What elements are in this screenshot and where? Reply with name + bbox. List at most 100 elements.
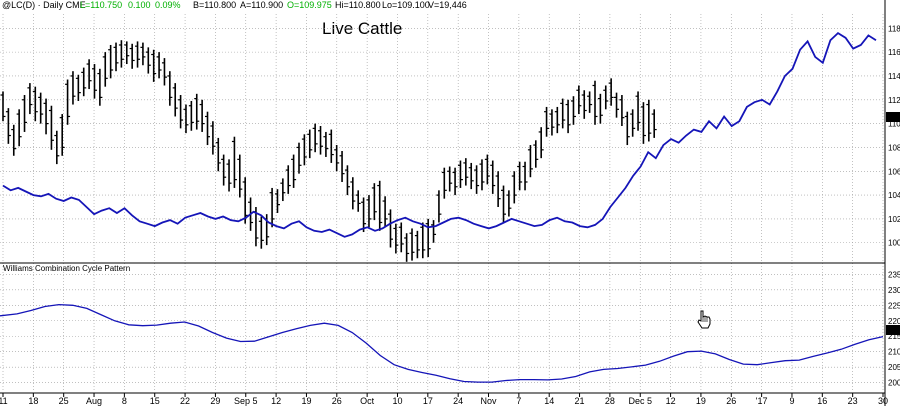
last-indicator-marker: 214	[886, 325, 900, 335]
ohlc-bar	[587, 91, 593, 113]
x-tick-label: 12	[271, 396, 281, 406]
x-tick-label: Sep 5	[234, 396, 258, 406]
ohlc-bar	[614, 92, 620, 118]
x-tick-label: 18	[28, 396, 38, 406]
ohlc-bar	[366, 195, 372, 228]
ohlc-bar	[269, 187, 275, 228]
ohlc-bar	[619, 95, 625, 126]
x-tick-label: 11	[0, 396, 8, 406]
ohlc-bar	[398, 222, 404, 253]
ohlc-bar	[646, 99, 652, 142]
x-tick-label: '17	[756, 396, 768, 406]
ohlc-bar	[597, 93, 603, 124]
x-tick-label: 19	[301, 396, 311, 406]
ohlc-bar	[328, 129, 334, 163]
ohlc-bar	[511, 171, 517, 204]
indicator-axis-ticks: 235 230 225 220 215 210 205 200	[888, 270, 900, 387]
indicator-tick-label: 215	[888, 332, 900, 341]
ohlc-bar	[231, 136, 237, 188]
ohlc-bar	[468, 162, 474, 190]
x-tick-label: Dec 5	[628, 396, 652, 406]
ohlc-bar	[242, 177, 248, 224]
ohlc-bar	[549, 109, 555, 136]
ohlc-bar	[484, 154, 490, 185]
x-tick-label: 25	[59, 396, 69, 406]
ohlc-bar	[635, 91, 641, 131]
ohlc-bar	[194, 93, 200, 130]
ohlc-bar	[527, 145, 533, 178]
ohlc-bar	[409, 228, 415, 261]
ohlc-bar	[27, 83, 33, 115]
price-tick-label: 116	[888, 48, 900, 57]
ohlc-bar	[237, 154, 243, 198]
ohlc-bar	[339, 151, 345, 182]
ohlc-bar	[463, 158, 469, 186]
header-change: 0.100	[128, 0, 151, 10]
header-last: L=110.750	[80, 0, 122, 10]
ohlc-bar	[258, 216, 264, 249]
x-tick-label: 23	[848, 396, 858, 406]
ohlc-bar	[43, 98, 49, 135]
overlay-series-line	[2, 31, 877, 238]
ohlc-bar	[118, 40, 124, 68]
x-tick-label: 9	[789, 396, 794, 406]
price-grid	[0, 14, 885, 392]
ohlc-bar	[296, 142, 302, 174]
ohlc-bar	[377, 180, 383, 231]
ohlc-bar	[75, 74, 81, 101]
ohlc-bar	[274, 189, 280, 213]
ohlc-bar	[474, 165, 480, 194]
x-tick-label: 7	[516, 396, 521, 406]
price-tick-label: 108	[888, 143, 900, 152]
hand-cursor-icon	[697, 310, 711, 329]
ohlc-bar	[479, 159, 485, 191]
ohlc-bar	[65, 79, 71, 125]
ohlc-bar	[318, 125, 324, 155]
ohlc-bar	[457, 160, 463, 188]
indicator-tick-label: 200	[888, 379, 900, 388]
ohlc-bar	[420, 222, 426, 259]
ohlc-bar	[533, 140, 539, 168]
price-tick-label: 114	[888, 72, 900, 81]
header-bid: B=110.800	[193, 0, 236, 10]
ohlc-bar	[544, 106, 550, 137]
ohlc-bar	[387, 209, 393, 248]
ohlc-bar	[145, 47, 151, 74]
ohlc-bar	[414, 230, 420, 259]
ohlc-bar	[651, 109, 657, 138]
ohlc-bar	[81, 67, 87, 97]
ohlc-bar	[307, 129, 313, 159]
ohlc-bar	[108, 44, 114, 79]
header-high: Hi=110.800	[335, 0, 381, 10]
indicator-tick-label: 230	[888, 286, 900, 295]
ohlc-bar	[452, 167, 458, 196]
ohlc-bar	[124, 41, 130, 65]
header-open: O=109.975	[287, 0, 332, 10]
ohlc-bar	[490, 160, 496, 194]
ohlc-bar	[630, 109, 636, 137]
ohlc-bar	[323, 131, 329, 157]
ohlc-bar	[570, 96, 576, 125]
price-axis-ticks: 118 116 114 112 110 108 106 104 102 100	[888, 24, 900, 247]
x-tick-label: 16	[817, 396, 827, 406]
ohlc-bar	[97, 68, 103, 106]
ohlc-bar	[86, 59, 92, 90]
ohlc-bar	[640, 102, 646, 144]
ohlc-bar	[205, 111, 211, 146]
last-indicator-label: 214	[888, 326, 900, 335]
ohlc-bar	[32, 86, 38, 122]
indicator-title: Williams Combination Cycle Pattern	[3, 264, 130, 273]
price-tick-label: 102	[888, 215, 900, 224]
ohlc-bar	[0, 91, 6, 122]
ohlc-bar	[517, 161, 523, 191]
ohlc-bar	[592, 80, 598, 125]
ohlc-bar	[355, 190, 361, 212]
ohlc-bar	[291, 154, 297, 188]
price-tick-label: 104	[888, 191, 900, 200]
ohlc-bar	[436, 190, 442, 223]
x-tick-label: 10	[392, 396, 402, 406]
ohlc-bar	[113, 42, 119, 72]
x-tick-label: 12	[666, 396, 676, 406]
x-tick-label: Oct	[360, 396, 375, 406]
x-tick-label: Nov	[481, 396, 498, 406]
